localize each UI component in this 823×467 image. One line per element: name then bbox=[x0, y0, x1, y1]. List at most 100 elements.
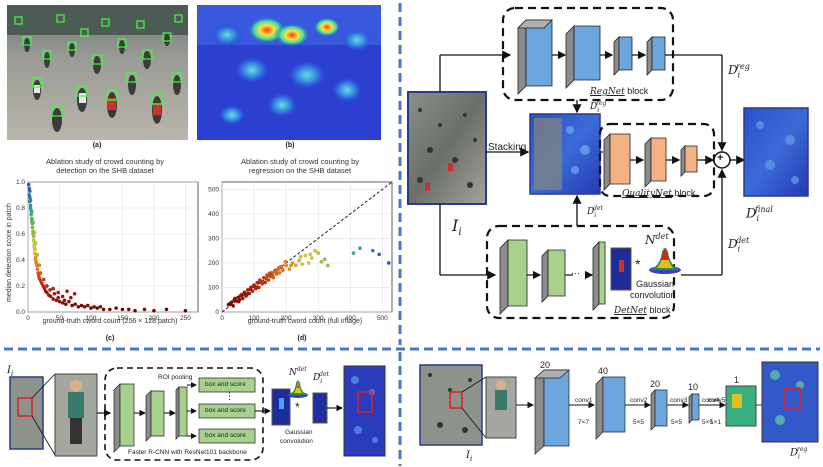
chart-c-point bbox=[33, 241, 38, 245]
chart-c-point bbox=[82, 304, 87, 309]
br-d-reg-sub: i bbox=[798, 453, 800, 461]
chart-d-point bbox=[319, 259, 324, 264]
chart-c-point bbox=[62, 298, 67, 303]
br-i-main: I bbox=[466, 450, 470, 461]
chart-d-point bbox=[298, 254, 303, 259]
chart-c-point bbox=[37, 263, 42, 268]
chart-c-point bbox=[35, 252, 40, 257]
chart-c-ytick-label: 0.4 bbox=[16, 257, 25, 264]
chart-c-title-line1: Ablation study of crowd counting by bbox=[46, 157, 164, 166]
chart-d-point bbox=[254, 285, 259, 289]
chart-d-point bbox=[277, 270, 282, 275]
br-d-reg-sup: reg bbox=[796, 446, 808, 453]
detnet-name: DetNet bbox=[614, 306, 647, 316]
chart-d-ytick-label: 300 bbox=[208, 235, 219, 242]
stacking-label: Stacking bbox=[488, 142, 527, 153]
chart-d-xtick-label: 100 bbox=[249, 315, 260, 322]
d-final-main: D bbox=[746, 206, 757, 222]
d-reg-label: Direg bbox=[728, 62, 754, 79]
detnet-layers bbox=[499, 239, 606, 315]
chart-c-point bbox=[30, 225, 35, 230]
chart-d-point bbox=[257, 278, 262, 282]
d-det-small-sub: i bbox=[594, 211, 597, 219]
qualitynet-layers bbox=[603, 133, 698, 191]
caption-d: (d) bbox=[297, 335, 307, 342]
d-det-sup: det bbox=[736, 236, 750, 245]
chart-c-point bbox=[68, 295, 73, 300]
regnet-layers bbox=[517, 19, 666, 95]
n-det-main: N bbox=[645, 233, 656, 247]
ellipsis: ··· bbox=[571, 268, 580, 278]
convolution-label: convolution bbox=[630, 290, 676, 300]
chart-c-point bbox=[57, 299, 62, 304]
chart-d-point bbox=[358, 246, 362, 251]
chart-c-point bbox=[73, 302, 78, 307]
chart-d-xtick-label: 0 bbox=[220, 315, 224, 322]
chart-c-point bbox=[114, 306, 118, 310]
chart-c-point bbox=[85, 303, 90, 308]
qualitynet-name: QualityNet bbox=[622, 189, 672, 199]
bl-n-det-main: N bbox=[289, 368, 297, 378]
kernel-1: 7×7 bbox=[578, 419, 590, 426]
chart-c-point bbox=[51, 297, 56, 301]
input-label: Ii bbox=[452, 216, 462, 238]
channel-count-3: 20 bbox=[650, 379, 661, 389]
chart-c-point bbox=[56, 290, 61, 295]
d-reg-small-main: D bbox=[590, 102, 598, 112]
br-i-label: Ii bbox=[466, 450, 472, 463]
chart-d-point bbox=[313, 248, 317, 253]
chart-d-ytick-label: 100 bbox=[208, 284, 219, 291]
d-det-small-main: D bbox=[587, 207, 595, 217]
chart-d-title: Ablation study of crowd counting by regr… bbox=[200, 157, 400, 175]
chart-c-point bbox=[51, 286, 56, 291]
chart-d-point bbox=[238, 293, 243, 298]
d-reg-main: D bbox=[728, 63, 738, 77]
conv3-label: conv3 bbox=[670, 397, 688, 404]
chart-c-ytick-label: 1.0 bbox=[16, 179, 25, 186]
chart-c-point bbox=[101, 307, 106, 312]
chart-d-xtick-label: 300 bbox=[313, 315, 324, 322]
chart-c-point bbox=[32, 230, 37, 235]
chart-c-point bbox=[164, 307, 169, 312]
channel-count-2: 40 bbox=[598, 366, 609, 376]
chart-d-point bbox=[280, 267, 285, 271]
chart-d-point bbox=[289, 263, 293, 268]
chart-c-point bbox=[63, 302, 68, 307]
chart-c-point bbox=[45, 290, 49, 295]
channel-count-4: 10 bbox=[688, 382, 699, 392]
d-final-label: Difinal bbox=[746, 205, 777, 223]
chart-c-point bbox=[92, 304, 96, 309]
chart-c-point bbox=[52, 291, 57, 296]
chart-d-point bbox=[248, 287, 253, 292]
chart-d-point bbox=[232, 298, 237, 303]
bl-i-label: Ii bbox=[7, 365, 13, 378]
chart-d-point bbox=[287, 267, 292, 271]
chart-d-point bbox=[300, 262, 305, 267]
conv4-label: conv4 bbox=[702, 397, 720, 404]
chart-c-point bbox=[67, 299, 71, 304]
chart-c-point bbox=[41, 277, 46, 282]
chart-d-point bbox=[228, 301, 232, 306]
chart-d-point bbox=[240, 296, 245, 301]
chart-d-point bbox=[351, 251, 356, 255]
d-reg-small-label: Direg bbox=[590, 100, 609, 114]
chart-c-point bbox=[108, 307, 112, 312]
chart-c-xlabel: ground-truth cword count (256 × 128 patc… bbox=[42, 318, 178, 325]
d-det-sub: i bbox=[737, 244, 741, 254]
chart-d-point bbox=[284, 263, 289, 268]
bl-d-det-main: D bbox=[313, 373, 321, 383]
regnet-suffix: block bbox=[624, 86, 649, 96]
d-final-sub: i bbox=[756, 213, 759, 223]
chart-d-point bbox=[277, 265, 281, 270]
chart-d-point bbox=[316, 251, 321, 255]
bl-n-det-sup: det bbox=[296, 366, 307, 373]
kernel-3: 5×5 bbox=[671, 419, 683, 426]
chart-c-point bbox=[133, 308, 137, 313]
chart-d-point bbox=[245, 292, 249, 297]
chart-d-xlabel: ground-truth cword count (full image) bbox=[247, 318, 363, 325]
chart-c-title-line2: detection on the SHB dataset bbox=[56, 166, 154, 175]
chart-d-point bbox=[264, 277, 269, 281]
chart-c-point bbox=[33, 247, 37, 252]
